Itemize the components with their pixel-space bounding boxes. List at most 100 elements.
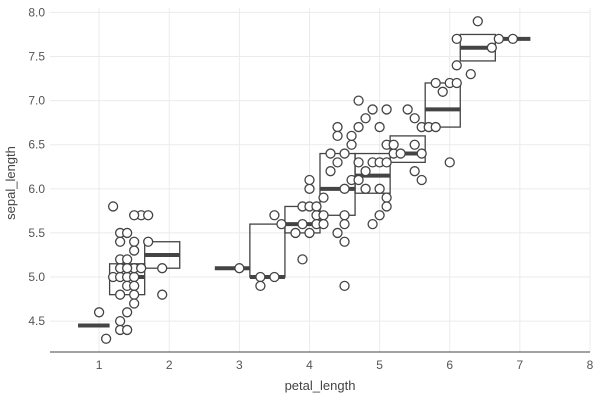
data-point bbox=[472, 16, 483, 27]
data-point bbox=[374, 210, 385, 221]
data-point bbox=[121, 254, 133, 265]
data-point bbox=[311, 201, 322, 212]
data-point bbox=[367, 104, 378, 115]
data-point bbox=[360, 166, 371, 177]
y-tick-label: 5.5 bbox=[28, 226, 45, 240]
data-point bbox=[129, 236, 140, 247]
data-point bbox=[129, 298, 140, 309]
y-tick-label: 7.0 bbox=[28, 94, 45, 108]
data-point bbox=[374, 183, 385, 194]
data-point bbox=[507, 33, 519, 45]
data-point bbox=[276, 218, 287, 230]
data-point bbox=[381, 201, 392, 212]
data-point bbox=[353, 121, 364, 133]
x-tick-label: 7 bbox=[517, 358, 524, 372]
data-point bbox=[451, 60, 462, 71]
data-point bbox=[107, 201, 119, 212]
data-point bbox=[339, 280, 350, 291]
data-point bbox=[353, 174, 364, 186]
data-point bbox=[93, 307, 105, 318]
x-tick-labels: 1 2 3 4 5 6 7 8 bbox=[96, 358, 594, 372]
data-point bbox=[332, 157, 343, 168]
x-tick-label: 2 bbox=[166, 358, 173, 372]
data-point bbox=[318, 218, 329, 230]
data-point bbox=[304, 183, 315, 194]
x-tick-label: 5 bbox=[376, 358, 383, 372]
data-point bbox=[114, 289, 126, 300]
data-point bbox=[121, 227, 133, 239]
data-point bbox=[129, 245, 140, 256]
box bbox=[249, 223, 286, 278]
data-point bbox=[136, 263, 147, 274]
data-point bbox=[255, 280, 266, 291]
data-point bbox=[486, 42, 497, 53]
data-point bbox=[332, 121, 343, 133]
data-point bbox=[339, 218, 350, 230]
data-point bbox=[388, 139, 399, 150]
data-point bbox=[465, 69, 476, 80]
data-point bbox=[416, 174, 427, 186]
data-point bbox=[129, 210, 140, 221]
data-point bbox=[129, 280, 140, 291]
data-point bbox=[332, 130, 343, 142]
data-point bbox=[290, 227, 301, 239]
data-point bbox=[318, 210, 329, 221]
data-point bbox=[157, 289, 168, 300]
data-point bbox=[121, 307, 133, 318]
data-point bbox=[114, 315, 126, 327]
data-point bbox=[381, 157, 392, 168]
data-point bbox=[100, 333, 112, 344]
data-point bbox=[339, 236, 350, 247]
data-point bbox=[402, 104, 413, 115]
data-point bbox=[269, 271, 280, 283]
data-point bbox=[493, 33, 504, 45]
data-point bbox=[143, 236, 154, 247]
data-point bbox=[325, 166, 336, 177]
x-tick-label: 6 bbox=[446, 358, 453, 372]
data-point bbox=[157, 263, 168, 274]
data-point bbox=[416, 148, 427, 159]
data-point bbox=[339, 183, 350, 194]
data-point bbox=[374, 121, 385, 133]
data-point bbox=[430, 121, 441, 133]
data-point bbox=[353, 95, 364, 106]
y-tick-label: 4.5 bbox=[28, 314, 45, 328]
data-point bbox=[269, 210, 280, 221]
box-layer bbox=[78, 33, 531, 328]
data-point bbox=[346, 130, 357, 142]
data-point bbox=[381, 192, 392, 203]
data-point bbox=[409, 166, 420, 177]
data-point bbox=[129, 289, 140, 300]
y-tick-label: 6.5 bbox=[28, 138, 45, 152]
data-point bbox=[297, 218, 308, 230]
data-point bbox=[395, 148, 406, 159]
data-point bbox=[114, 236, 126, 247]
data-point bbox=[129, 271, 140, 283]
box bbox=[424, 82, 461, 128]
x-tick-label: 3 bbox=[236, 358, 243, 372]
data-point bbox=[409, 139, 420, 150]
y-axis-title: sepal_length bbox=[3, 146, 18, 220]
y-tick-label: 8.0 bbox=[28, 5, 45, 19]
x-axis-title: petal_length bbox=[285, 378, 356, 393]
data-point bbox=[332, 227, 343, 239]
x-tick-label: 1 bbox=[96, 358, 103, 372]
box bbox=[389, 135, 426, 164]
data-point bbox=[339, 148, 350, 159]
data-point bbox=[318, 192, 329, 203]
point-layer bbox=[93, 16, 519, 344]
data-point bbox=[437, 86, 448, 97]
data-point bbox=[255, 271, 266, 283]
data-point bbox=[367, 218, 378, 230]
data-point bbox=[353, 157, 364, 168]
x-tick-label: 4 bbox=[306, 358, 313, 372]
data-point bbox=[430, 77, 441, 89]
grid-layer bbox=[50, 8, 591, 352]
data-point bbox=[297, 254, 308, 265]
data-point bbox=[304, 174, 315, 186]
data-point bbox=[346, 139, 357, 150]
data-point bbox=[360, 113, 371, 124]
y-tick-label: 7.5 bbox=[28, 50, 45, 64]
data-point bbox=[304, 227, 315, 239]
